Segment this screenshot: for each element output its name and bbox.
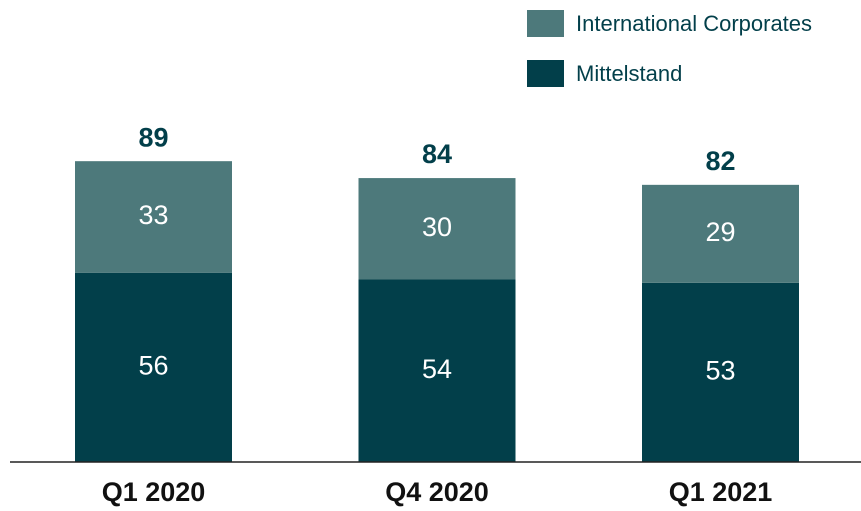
- legend-label: International Corporates: [576, 11, 812, 36]
- x-tick-label: Q1 2020: [102, 477, 206, 507]
- bar-segment: [75, 272, 232, 462]
- bar-segment: [75, 161, 232, 273]
- value-label: 30: [422, 212, 452, 242]
- value-label: 56: [138, 350, 168, 380]
- legend-label: Mittelstand: [576, 61, 682, 86]
- bar-segment: [358, 279, 516, 462]
- legend-swatch: [527, 10, 564, 37]
- x-tick-label: Q4 2020: [385, 477, 489, 507]
- legend-swatch: [527, 60, 564, 87]
- value-label: 53: [705, 356, 735, 386]
- bar-segment: [642, 184, 799, 283]
- value-label: 33: [138, 200, 168, 230]
- value-label: 54: [422, 354, 452, 384]
- total-label: 82: [705, 146, 735, 176]
- value-label: 29: [705, 217, 735, 247]
- total-label: 89: [138, 122, 168, 152]
- bar-segment: [358, 178, 516, 280]
- bar-segment: [642, 282, 799, 462]
- total-label: 84: [422, 139, 452, 169]
- x-tick-label: Q1 2021: [669, 477, 773, 507]
